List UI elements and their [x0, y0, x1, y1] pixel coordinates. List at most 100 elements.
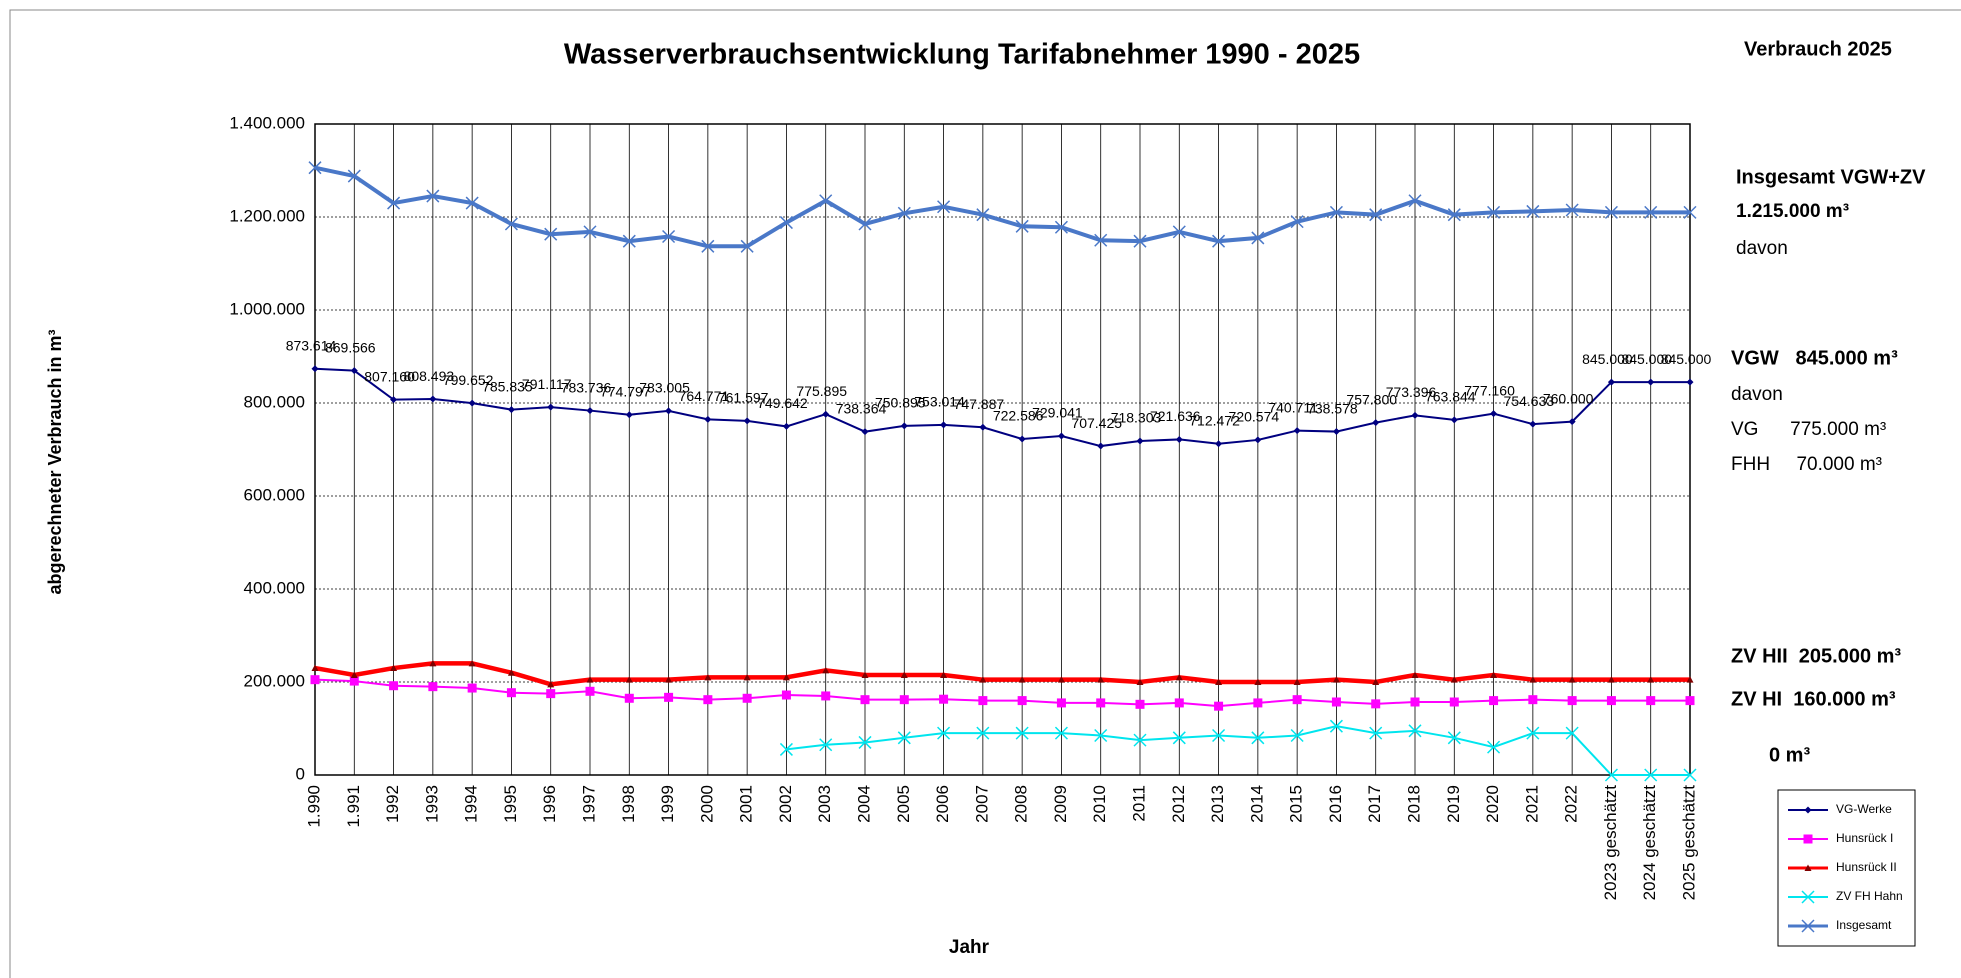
x-tick-label: 2023 geschätzt: [1601, 785, 1620, 901]
data-label: 873.614: [286, 337, 337, 353]
y-tick-label: 600.000: [244, 485, 305, 504]
point: [939, 694, 949, 704]
point: [1329, 205, 1343, 219]
point: [1251, 231, 1265, 245]
point: [583, 225, 597, 239]
point: [1371, 699, 1381, 709]
point: [821, 691, 831, 701]
point: [585, 686, 595, 696]
point: [1410, 697, 1420, 707]
x-tick-label: 2021: [1522, 785, 1541, 823]
point: [1449, 697, 1459, 707]
point: [1450, 416, 1458, 424]
point: [1450, 676, 1458, 683]
x-tick-label: 2025 geschätzt: [1679, 785, 1698, 901]
point: [1568, 418, 1576, 426]
point: [1212, 234, 1226, 248]
point: [1056, 698, 1066, 708]
point: [387, 196, 401, 210]
point: [625, 411, 633, 419]
point: [1644, 205, 1658, 219]
data-label: 712.472: [1189, 412, 1240, 428]
point: [1017, 696, 1027, 706]
point: [1528, 695, 1538, 705]
point: [1369, 726, 1383, 740]
y-tick-label: 1.200.000: [229, 206, 305, 225]
point: [1411, 671, 1419, 679]
data-label: 845.000: [1661, 351, 1712, 367]
data-label: 740.711: [1268, 399, 1318, 415]
point: [1253, 698, 1263, 708]
x-tick-label: 2002: [776, 785, 795, 823]
legend-label: ZV FH Hahn: [1836, 889, 1903, 903]
annotation: davon: [1736, 238, 1788, 259]
x-tick-label: 2024 geschätzt: [1640, 785, 1659, 901]
point: [860, 695, 870, 705]
data-label: 749.642: [757, 395, 808, 411]
point: [428, 682, 438, 692]
data-label: 763.844: [1425, 389, 1476, 405]
annotation: Insgesamt VGW+ZV: [1736, 166, 1926, 188]
annotation: ZV HII 205.000 m³: [1731, 645, 1901, 667]
annotation: Verbrauch 2025: [1744, 38, 1892, 60]
data-label: 721.636: [1150, 408, 1201, 424]
point: [1175, 673, 1183, 681]
data-label: 760.000: [1543, 390, 1594, 406]
point: [1447, 731, 1461, 745]
point: [1372, 678, 1380, 685]
point: [1607, 378, 1615, 386]
y-tick-label: 200.000: [244, 671, 305, 690]
point: [900, 422, 908, 430]
annotation: ZV HI 160.000 m³: [1731, 688, 1896, 710]
point: [1411, 411, 1419, 419]
x-tick-label: 2019: [1444, 785, 1463, 823]
point: [937, 200, 951, 214]
point: [586, 676, 594, 683]
point: [1686, 378, 1694, 386]
x-tick-label: 1993: [422, 785, 441, 823]
x-tick-label: 2005: [894, 785, 913, 823]
point: [861, 671, 869, 679]
x-tick-label: 2010: [1090, 785, 1109, 823]
chart-title: Wasserverbrauchsentwicklung Tarifabnehme…: [564, 39, 1360, 71]
data-label: 773.396: [1386, 384, 1437, 400]
point: [779, 742, 793, 756]
point: [349, 676, 359, 686]
point: [1329, 719, 1343, 733]
series-line: [314, 165, 1690, 249]
point: [390, 396, 398, 404]
series-line: [314, 678, 1690, 708]
point: [467, 683, 477, 693]
x-tick-label: 2022: [1562, 785, 1581, 823]
point: [1096, 698, 1106, 708]
point: [1054, 726, 1068, 740]
point: [979, 676, 987, 683]
point: [1487, 205, 1501, 219]
point: [350, 367, 358, 375]
point: [1489, 696, 1499, 706]
point: [1685, 696, 1695, 706]
point: [662, 229, 676, 244]
point: [1490, 410, 1498, 418]
point: [1686, 676, 1694, 683]
point: [1529, 420, 1537, 428]
legend-marker: [1801, 890, 1815, 904]
point: [1290, 728, 1304, 743]
x-tick-label: 2014: [1247, 785, 1266, 823]
x-tick-label: 1.990: [304, 785, 323, 828]
point: [1332, 676, 1340, 683]
point: [701, 239, 715, 253]
data-label: 869.566: [325, 339, 376, 355]
data-label: 729.041: [1032, 405, 1083, 421]
x-tick-label: 2020: [1483, 785, 1502, 823]
point: [1568, 676, 1576, 683]
point: [1174, 698, 1184, 708]
legend-marker: [1804, 806, 1812, 814]
x-tick-label: 2017: [1365, 785, 1384, 823]
point: [665, 676, 673, 683]
point: [743, 673, 751, 681]
data-label: 750.895: [875, 395, 926, 411]
point: [822, 410, 830, 418]
point: [390, 664, 398, 672]
point: [1646, 696, 1656, 706]
